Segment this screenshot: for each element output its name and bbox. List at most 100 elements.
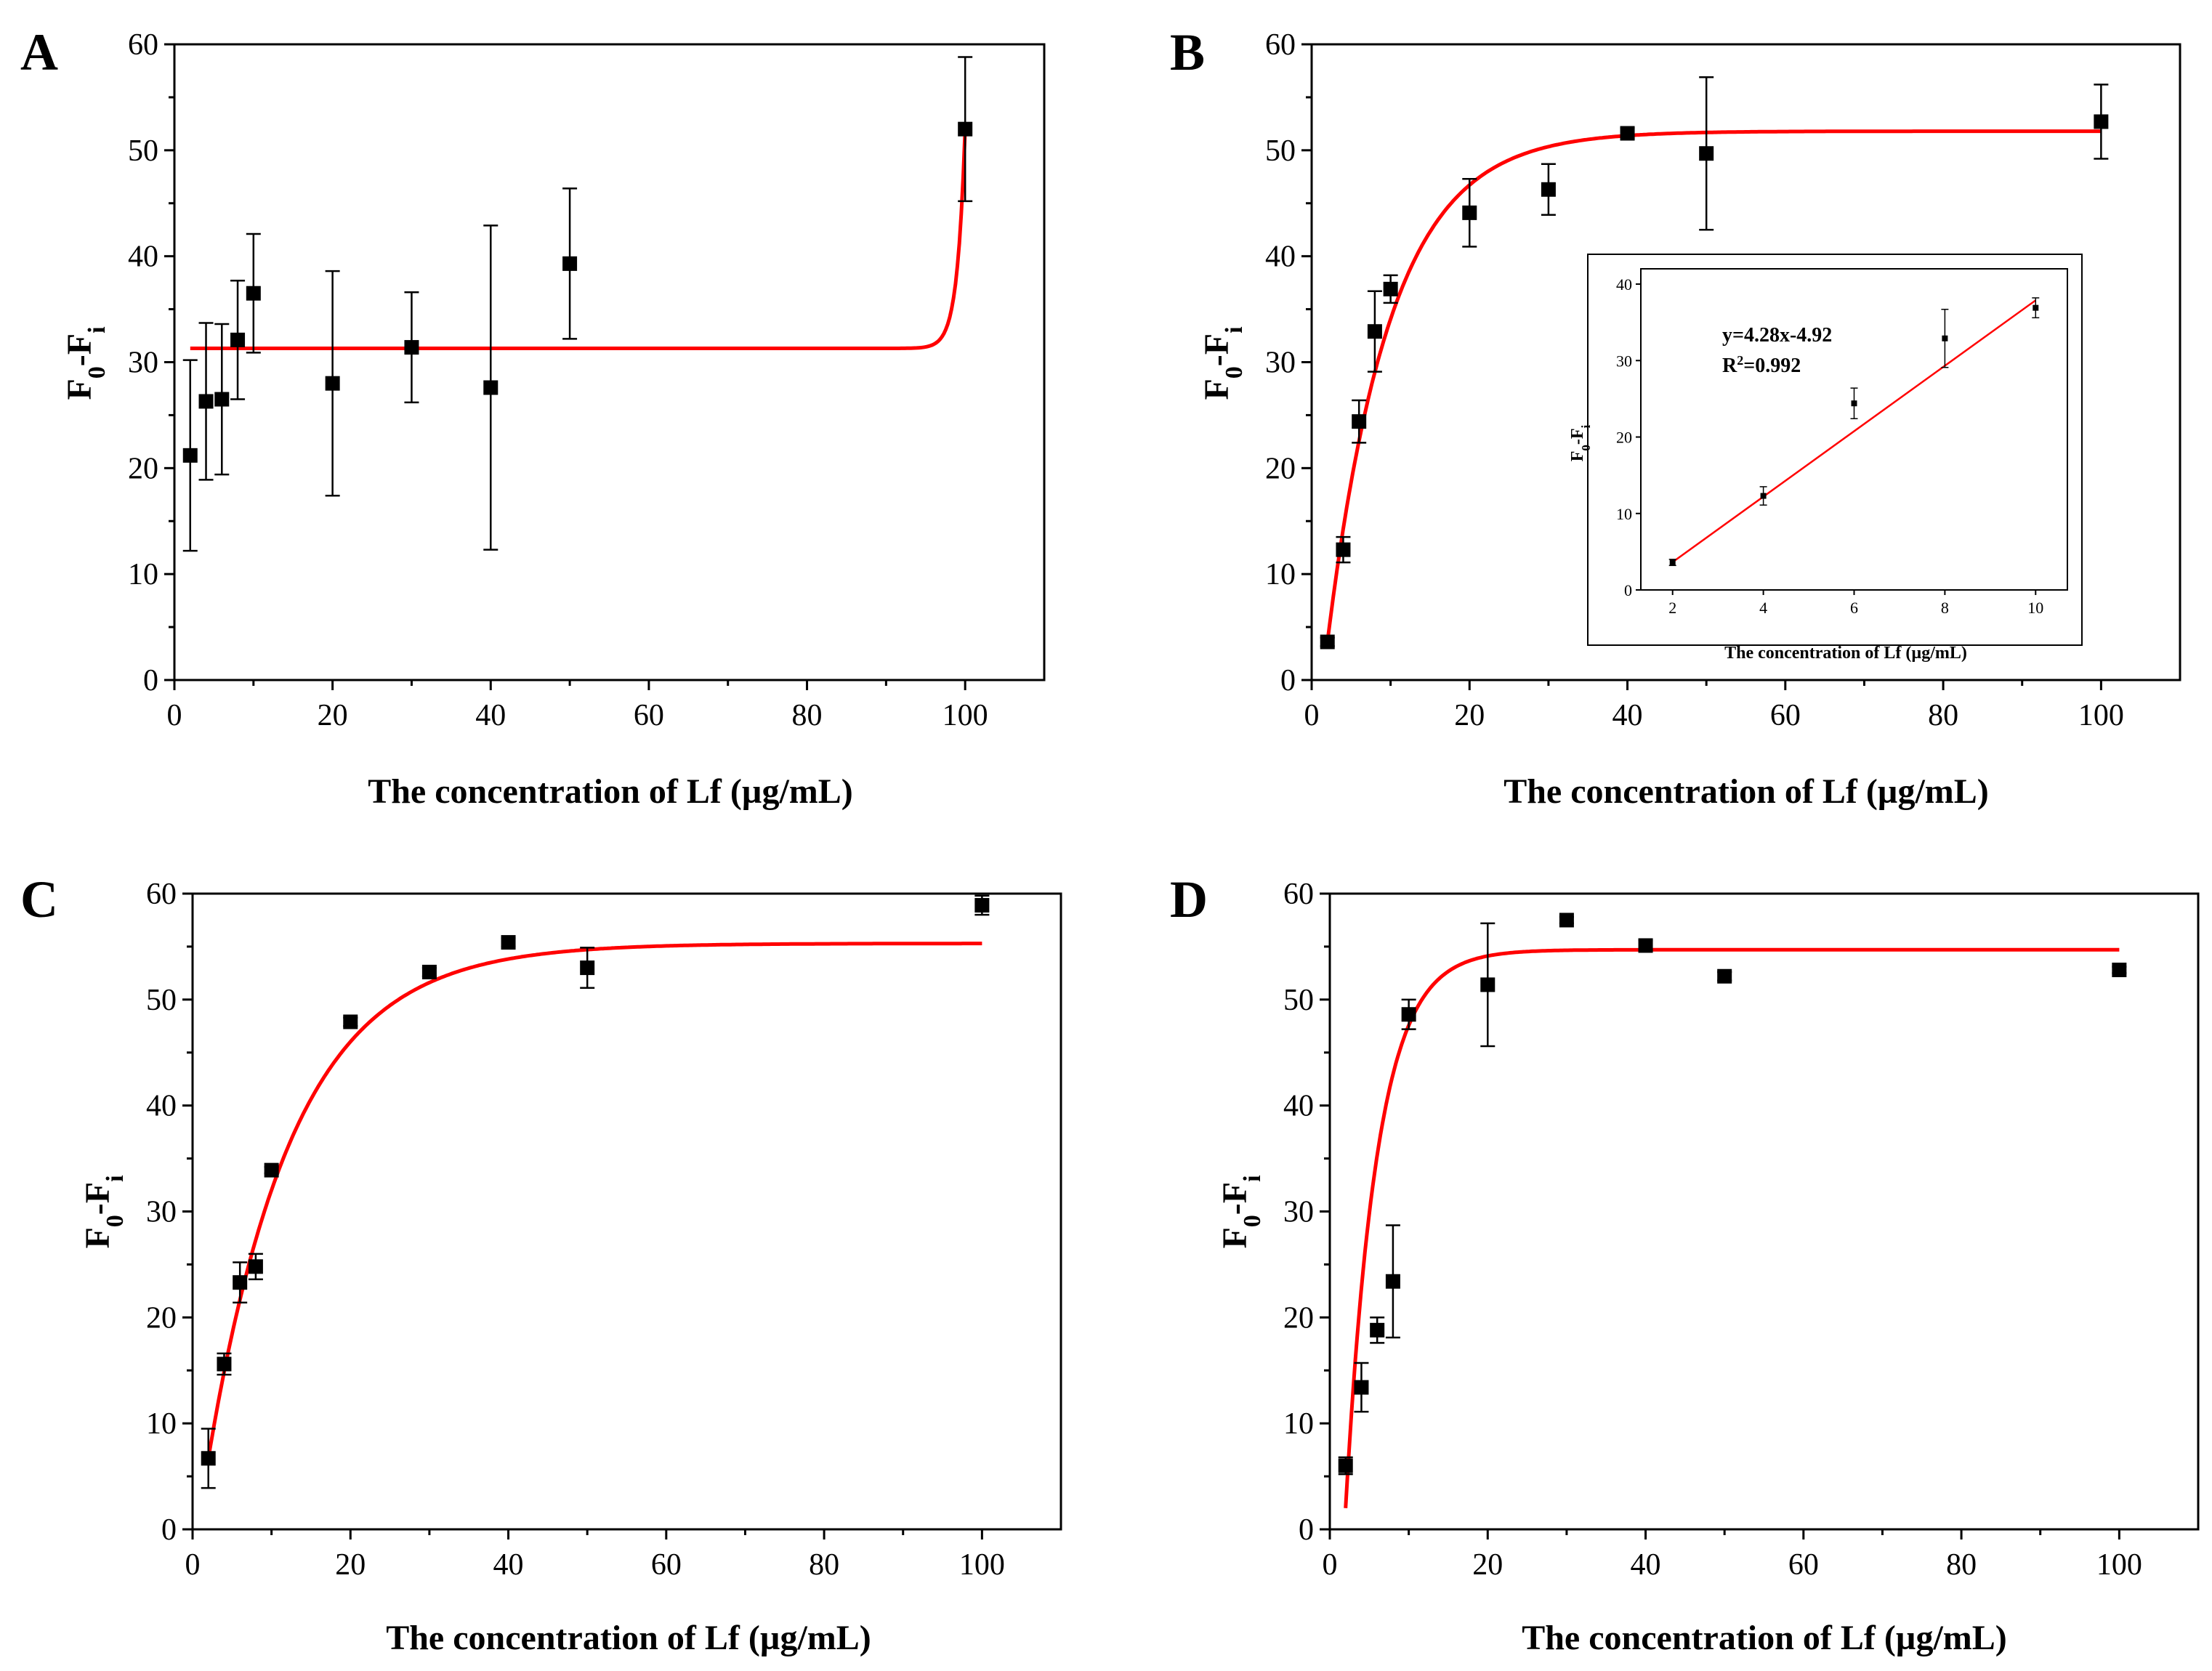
y-axis-title-b: F0-Fi xyxy=(1198,326,1248,400)
y-tick-label: 50 xyxy=(128,134,158,168)
x-tick-label: 20 xyxy=(335,1548,366,1582)
y-tick-label: 10 xyxy=(128,558,158,591)
data-point xyxy=(1385,1274,1400,1289)
plot-frame-c xyxy=(191,892,1062,1531)
data-point xyxy=(1462,205,1477,220)
fit-curve-b xyxy=(1325,129,2102,642)
inset-equation: y=4.28x-4.92 xyxy=(1722,324,1832,347)
y-title-f: F xyxy=(78,1227,117,1248)
x-tick-label: 0 xyxy=(185,1548,201,1582)
y-tick-label: 30 xyxy=(1283,1196,1314,1229)
data-point xyxy=(1638,938,1653,953)
y-title-sub0: 0 xyxy=(1239,1215,1266,1227)
inset-x-tick-label: 10 xyxy=(2027,599,2043,617)
data-point xyxy=(1717,968,1732,984)
x-tick-label: 80 xyxy=(809,1548,839,1582)
data-point xyxy=(2094,114,2109,129)
x-tick-label: 80 xyxy=(1946,1548,1977,1582)
x-tick-label: 40 xyxy=(1631,1548,1661,1582)
x-tick-label: 60 xyxy=(634,699,664,732)
data-point xyxy=(264,1162,279,1178)
panel-a: A 0 20 40 60 80 100 0 10 20 30 40 50 60 The concentr… xyxy=(20,23,1046,811)
data-point xyxy=(421,964,437,979)
x-tick-label: 80 xyxy=(792,699,823,732)
inset-r2: R2=0.992 xyxy=(1722,353,1801,377)
inset-data-point xyxy=(1760,493,1767,499)
y-title-dash-f: -F xyxy=(1216,1182,1254,1215)
y-axis-title-c: F0-Fi xyxy=(78,1175,129,1248)
inset-y-tick-label: 10 xyxy=(1616,505,1632,523)
data-point xyxy=(1480,977,1495,992)
inset-data-point xyxy=(1942,335,1948,341)
inset-y-axis-title: F0-Fi xyxy=(1568,424,1593,461)
data-point xyxy=(201,1451,216,1466)
data-point xyxy=(1352,414,1367,429)
data-point xyxy=(1367,324,1382,339)
data-point xyxy=(343,1014,358,1029)
y-tick-label: 0 xyxy=(1299,1513,1314,1547)
y-title-dash-f: -F xyxy=(78,1182,117,1215)
y-tick-label: 30 xyxy=(146,1196,177,1229)
y-title-f: F xyxy=(1216,1227,1254,1248)
x-tick-label: 100 xyxy=(942,699,988,732)
fit-curve-a xyxy=(190,129,967,350)
y-tick-label: 40 xyxy=(1265,240,1296,274)
data-point xyxy=(580,960,595,976)
y-tick-label: 40 xyxy=(146,1090,177,1123)
x-tick-label: 60 xyxy=(651,1548,682,1582)
plot-frame-a xyxy=(173,43,1046,681)
y-title-subi: i xyxy=(1239,1175,1266,1181)
y-tick-label: 20 xyxy=(146,1301,177,1335)
inset-frame xyxy=(1587,254,2083,646)
y-tick-label: 30 xyxy=(128,347,158,380)
x-tick-label: 60 xyxy=(1770,699,1801,732)
x-axis-title-c: The concentration of Lf (µg/mL) xyxy=(386,1619,871,1657)
y-axis-title-a: F0-Fi xyxy=(60,326,110,400)
y-tick-label: 60 xyxy=(128,28,158,62)
y-title-sub0: 0 xyxy=(1221,366,1248,379)
panel-label-a: A xyxy=(20,23,58,81)
y-title-sub0: 0 xyxy=(84,366,110,379)
data-point xyxy=(1699,146,1714,161)
data-point xyxy=(1320,634,1335,650)
y-tick-label: 0 xyxy=(143,664,158,697)
y-tick-label: 50 xyxy=(146,984,177,1017)
y-tick-label: 0 xyxy=(1280,664,1296,697)
x-tick-label: 80 xyxy=(1928,699,1958,732)
inset-data-point xyxy=(2033,304,2039,311)
inset-y-title-dash-f: -F xyxy=(1568,428,1587,445)
data-point xyxy=(246,286,261,301)
y-title-f: F xyxy=(60,379,99,400)
x-tick-label: 100 xyxy=(2078,699,2124,732)
data-point xyxy=(198,394,214,409)
data-point xyxy=(1338,1458,1353,1473)
inset-y-tick-label: 40 xyxy=(1616,275,1632,294)
inset-data-point xyxy=(1669,559,1676,566)
data-point xyxy=(217,1356,232,1372)
data-point xyxy=(562,256,578,271)
data-point xyxy=(404,340,419,355)
x-tick-label: 0 xyxy=(167,699,182,732)
y-tick-label: 50 xyxy=(1283,984,1314,1017)
y-tick-label: 40 xyxy=(1283,1090,1314,1123)
plot-frame-d xyxy=(1328,892,2200,1531)
data-point xyxy=(1336,542,1351,557)
data-point xyxy=(2112,963,2127,977)
inset-x-tick-label: 2 xyxy=(1668,599,1676,617)
panel-label-b: B xyxy=(1170,23,1205,81)
y-tick-label: 10 xyxy=(1283,1407,1314,1441)
inset-y-title-f: F xyxy=(1568,451,1587,462)
panel-c: C 0 20 40 60 80 100 0 10 20 30 40 50 60 The concentr… xyxy=(20,870,1062,1657)
x-tick-label: 20 xyxy=(1454,699,1485,732)
data-point xyxy=(483,380,498,395)
y-tick-label: 60 xyxy=(1283,878,1314,911)
inset-x-tick-label: 4 xyxy=(1759,599,1767,617)
data-point xyxy=(1541,182,1556,197)
x-tick-label: 60 xyxy=(1788,1548,1819,1582)
y-tick-label: 60 xyxy=(146,878,177,911)
inset-x-tick-label: 8 xyxy=(1941,599,1949,617)
x-tick-label: 100 xyxy=(959,1548,1005,1582)
x-axis-title-d: The concentration of Lf (µg/mL) xyxy=(1522,1619,2007,1657)
